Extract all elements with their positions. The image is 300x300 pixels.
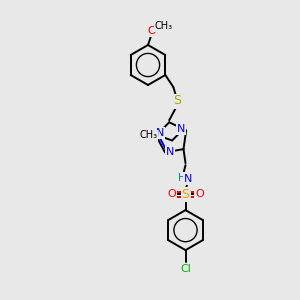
Text: N: N	[177, 124, 185, 134]
Text: CH₃: CH₃	[155, 21, 173, 31]
Text: O: O	[167, 189, 176, 199]
Text: O: O	[195, 189, 204, 199]
Text: H: H	[178, 173, 185, 183]
Text: O: O	[148, 26, 156, 36]
Text: S: S	[182, 188, 190, 201]
Text: Cl: Cl	[180, 264, 191, 274]
Text: N: N	[156, 128, 164, 138]
Text: CH₃: CH₃	[139, 130, 157, 140]
Text: N: N	[166, 147, 174, 158]
Text: S: S	[173, 94, 181, 107]
Text: N: N	[184, 174, 193, 184]
